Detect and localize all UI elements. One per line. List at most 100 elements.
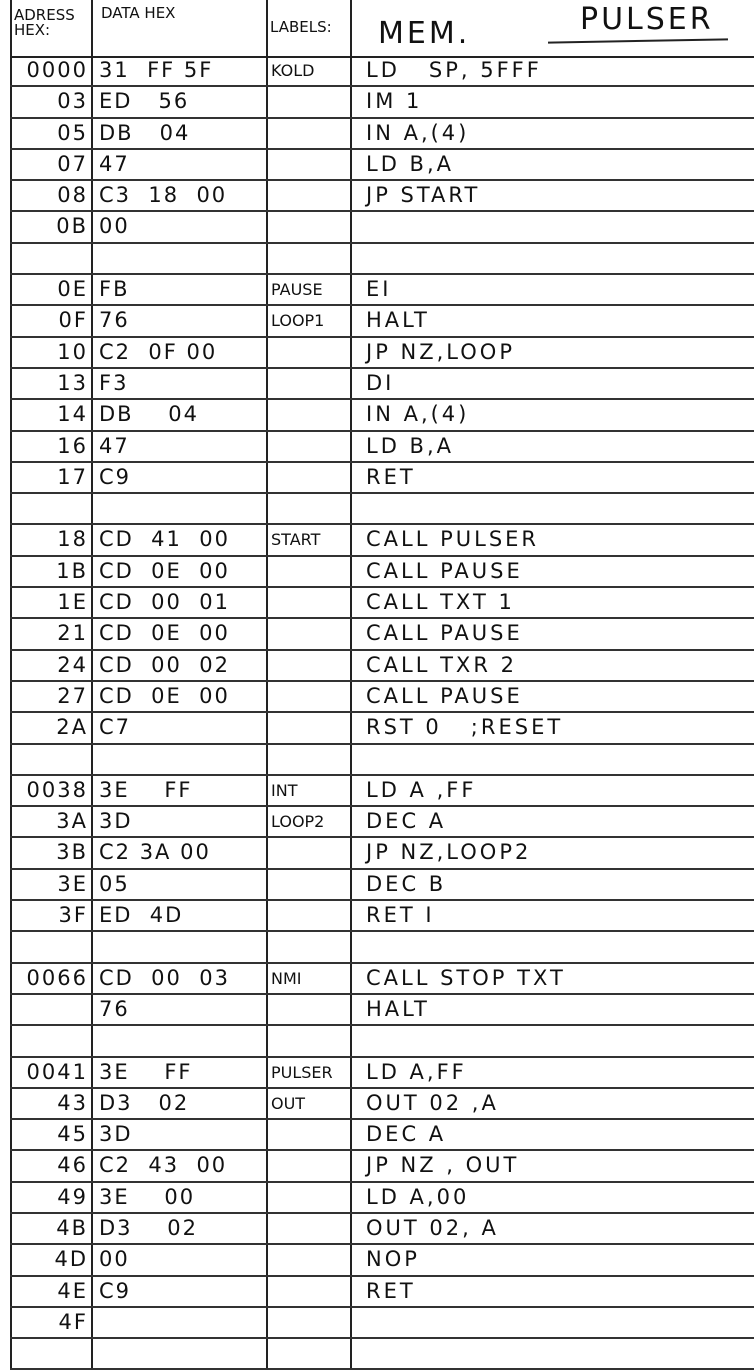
data-cell: 3E 00 <box>93 1182 268 1212</box>
address-cell: 10 <box>10 337 93 367</box>
label-cell <box>268 1120 352 1150</box>
label-cell: PULSER <box>268 1057 352 1087</box>
mnemonic-cell: CALL TXR 2 <box>366 652 517 677</box>
data-cell: 3E FF <box>93 1057 268 1087</box>
table-header: ADRESS HEX: DATA HEX LABELS: MEM. PULSER <box>10 0 754 58</box>
address-cell: 4D <box>10 1245 93 1275</box>
data-column-header: DATA HEX <box>93 0 268 56</box>
label-cell: OUT <box>268 1088 352 1119</box>
address-cell: 0000 <box>10 56 93 86</box>
mnemonic-cell: HALT <box>366 996 430 1021</box>
mnemonic-cell: RET <box>366 464 416 489</box>
mnemonic-cell: NOP <box>366 1247 420 1272</box>
label-cell <box>268 744 352 774</box>
address-cell: 08 <box>10 181 93 211</box>
table-row: 0038 3E FF INT LD A ,FF <box>10 775 754 808</box>
table-row: 1E CD 00 01 CALL TXT 1 <box>10 588 754 620</box>
table-row: 03 ED 56 IM 1 <box>10 87 754 119</box>
address-cell: 4F <box>10 1307 93 1338</box>
label-cell <box>268 619 352 649</box>
data-cell: 76 <box>93 994 268 1025</box>
table-row: 17 C9 RET <box>10 462 754 495</box>
data-cell: 3E FF <box>93 775 268 806</box>
mnemonic-cell: CALL PAUSE <box>366 621 523 646</box>
data-cell: F3 <box>93 368 268 399</box>
mnemonic-cell: DEC A <box>366 809 447 834</box>
data-cell: FB <box>93 275 268 305</box>
table-row: 3F ED 4D RET I <box>10 901 754 933</box>
mnemonic-cell <box>352 1026 754 1055</box>
label-cell <box>268 1245 352 1275</box>
data-cell <box>93 1026 268 1056</box>
table-row: 05 DB 04 IN A,(4) <box>10 118 754 150</box>
data-cell: C2 43 00 <box>93 1151 268 1181</box>
label-cell <box>268 650 352 680</box>
address-column-header: ADRESS HEX: <box>10 0 93 56</box>
data-cell: 00 <box>93 212 268 242</box>
data-cell: CD 0E 00 <box>93 681 268 712</box>
mnemonic-cell <box>352 244 754 273</box>
mnemonic-cell: RET I <box>366 903 435 928</box>
table-row: 08 C3 18 00 JP START <box>10 181 754 213</box>
label-cell <box>268 901 352 931</box>
data-cell <box>93 932 268 962</box>
mnemonic-cell: RST 0 ;RESET <box>366 715 564 740</box>
mnemonic-cell: CALL PAUSE <box>366 683 523 708</box>
mnemonic-cell: JP START <box>366 183 481 208</box>
label-cell <box>268 681 352 712</box>
data-cell: CD 0E 00 <box>93 556 268 587</box>
mnemonic-cell: LD A,FF <box>366 1059 467 1084</box>
memory-listing-sheet: ADRESS HEX: DATA HEX LABELS: MEM. PULSER… <box>10 0 754 1371</box>
mnemonic-cell: LD A ,FF <box>366 777 477 802</box>
address-cell: 13 <box>10 368 93 399</box>
label-cell <box>268 400 352 430</box>
table-row <box>10 1339 754 1371</box>
table-row: 4F <box>10 1307 754 1340</box>
data-cell: 3D <box>93 1120 268 1150</box>
address-cell: 05 <box>10 118 93 148</box>
label-cell <box>268 556 352 587</box>
mnemonic-cell <box>352 494 754 523</box>
data-cell: D3 02 <box>93 1213 268 1244</box>
address-cell: 0038 <box>10 775 93 806</box>
label-cell <box>268 494 352 524</box>
address-cell <box>10 1026 93 1056</box>
mnemonic-cell: DI <box>366 370 395 395</box>
data-cell: 05 <box>93 869 268 900</box>
label-cell <box>268 462 352 493</box>
mnemonic-cell <box>352 1308 754 1337</box>
label-cell <box>268 118 352 148</box>
mnemonic-cell: DEC A <box>366 1122 447 1147</box>
data-cell: C9 <box>93 1276 268 1306</box>
table-row: 2A C7 RST 0 ;RESET <box>10 713 754 745</box>
mnemonic-cell: IN A,(4) <box>366 402 470 427</box>
data-cell: C9 <box>93 462 268 493</box>
address-cell: 46 <box>10 1151 93 1181</box>
mnemonic-cell: LD SP, 5FFF <box>366 58 542 82</box>
data-cell: ED 56 <box>93 87 268 117</box>
data-cell <box>93 243 268 274</box>
label-cell <box>268 1182 352 1212</box>
data-cell: D3 02 <box>93 1088 268 1119</box>
mnemonic-cell: LD B,A <box>366 151 454 176</box>
table-row: 0066 CD 00 03 NMI CALL STOP TXT <box>10 963 754 995</box>
table-row: 07 47 LD B,A <box>10 149 754 182</box>
label-cell <box>268 431 352 461</box>
label-cell <box>268 181 352 211</box>
mnemonic-cell: IN A,(4) <box>366 120 470 145</box>
table-row: 4D 00 NOP <box>10 1245 754 1277</box>
data-cell: ED 4D <box>93 901 268 931</box>
mnemonic-cell <box>352 932 754 961</box>
table-row: 0000 31 FF 5F KOLD LD SP, 5FFF <box>10 56 754 88</box>
label-cell <box>268 149 352 180</box>
table-row: 76 HALT <box>10 994 754 1027</box>
table-row: 24 CD 00 02 CALL TXR 2 <box>10 650 754 682</box>
mnemonic-cell: RET <box>366 1278 416 1303</box>
table-row: 21 CD 0E 00 CALL PAUSE <box>10 619 754 651</box>
data-cell: 47 <box>93 149 268 180</box>
label-cell: NMI <box>268 963 352 993</box>
address-cell: 2A <box>10 713 93 743</box>
data-cell: CD 00 03 <box>93 963 268 993</box>
data-cell: CD 00 02 <box>93 650 268 680</box>
table-row <box>10 932 754 964</box>
